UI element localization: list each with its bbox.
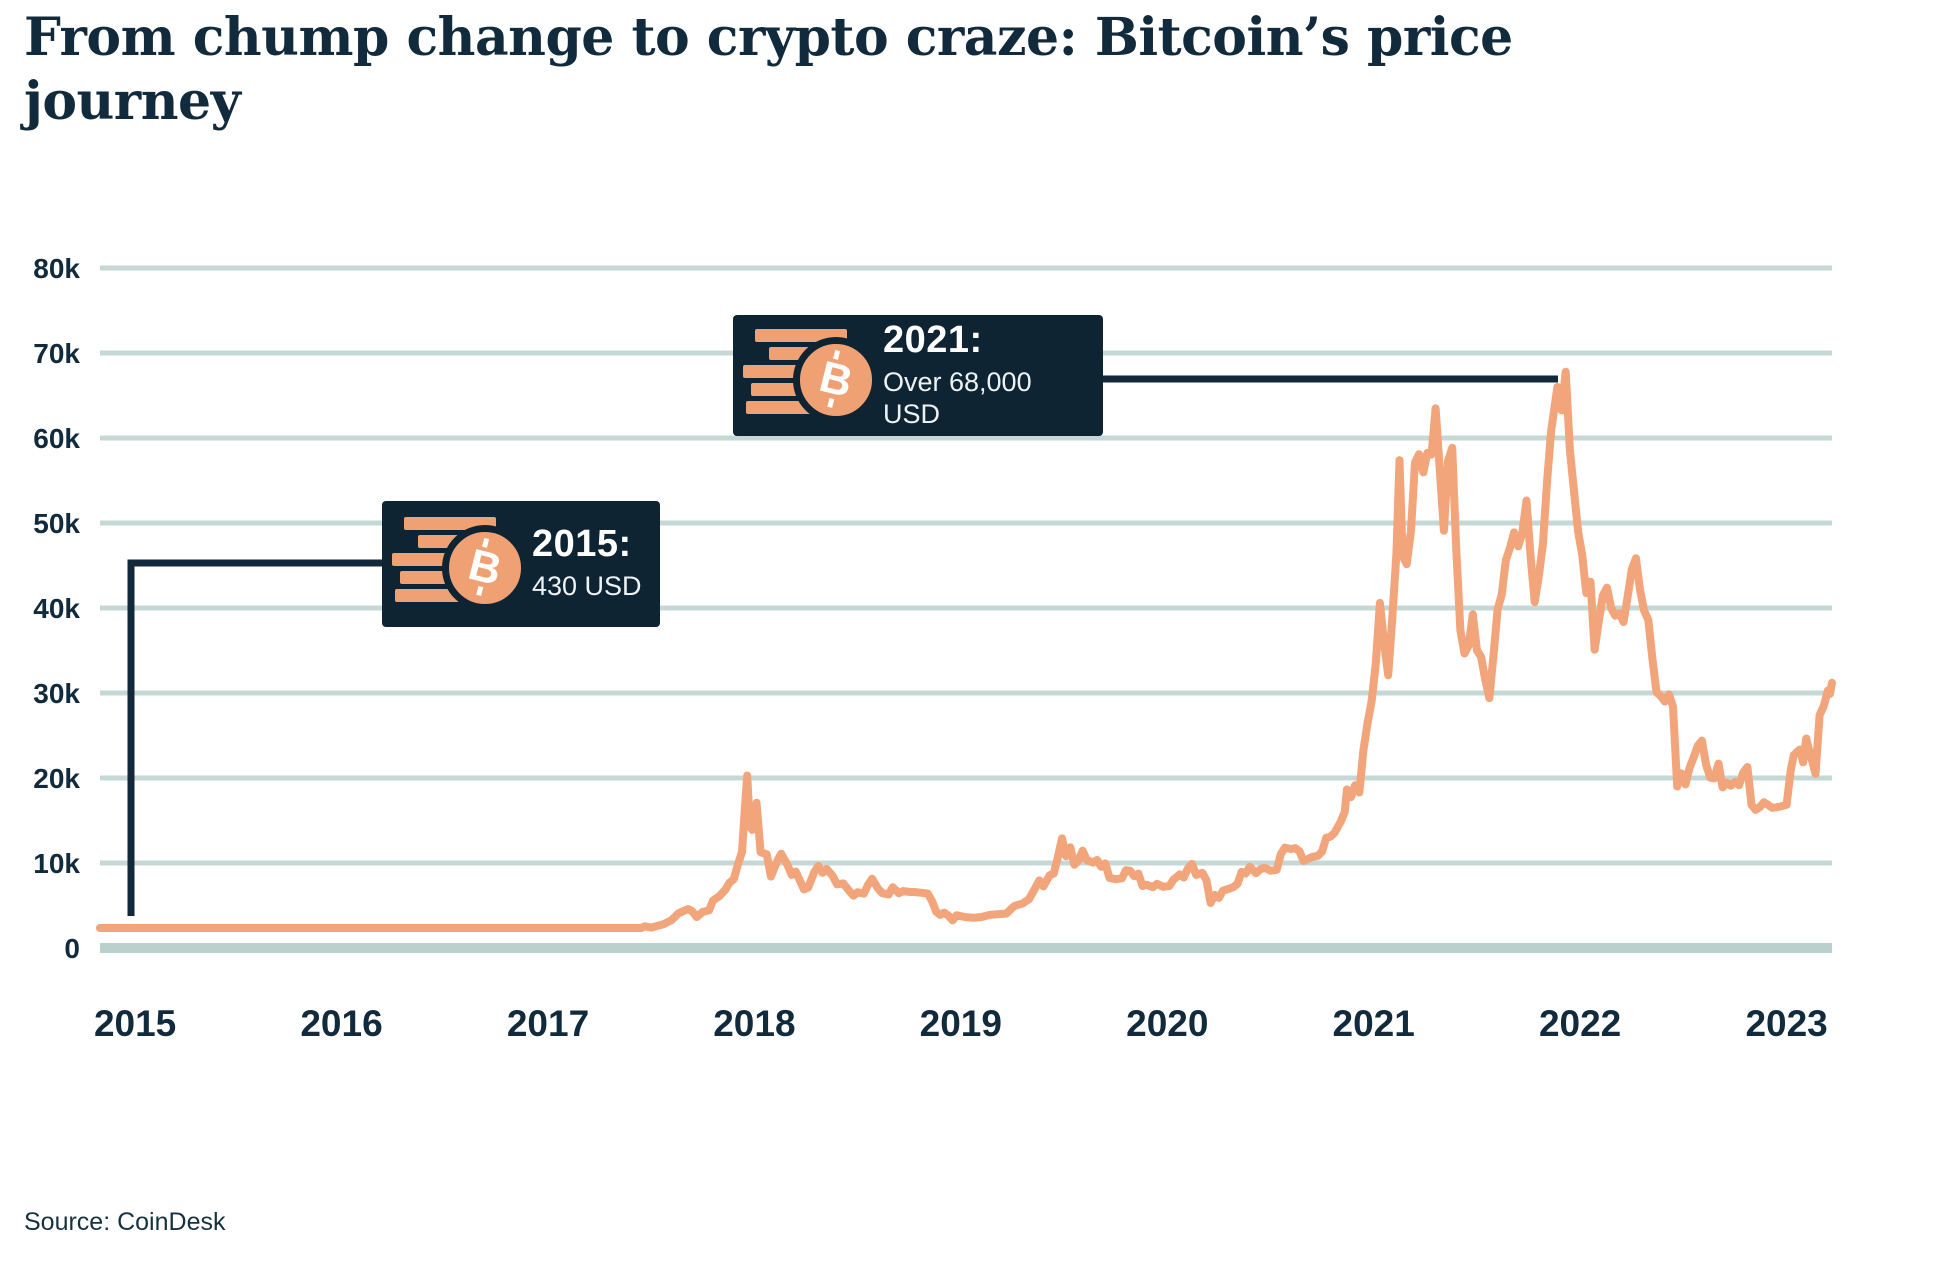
x-tick-label-2020: 2020 bbox=[1126, 1003, 1208, 1044]
x-tick-label-2015: 2015 bbox=[94, 1003, 176, 1044]
gridline-30k bbox=[100, 690, 1832, 696]
y-tick-label-0: 0 bbox=[64, 933, 80, 964]
page-title-line2: journey bbox=[24, 70, 241, 132]
gridline-40k bbox=[100, 605, 1832, 611]
bitcoin-coin-stack-icon: B bbox=[743, 328, 879, 423]
x-axis-labels: 2015 2016 2017 2018 2019 2020 2021 2022 2023 bbox=[94, 1003, 1828, 1044]
annotation-connectors bbox=[127, 375, 1558, 916]
annotation-value-label: 430 USD bbox=[532, 571, 642, 602]
bitcoin-coin-icon: B bbox=[793, 336, 879, 423]
x-tick-label-2023: 2023 bbox=[1745, 1003, 1827, 1044]
gridline-80k bbox=[100, 265, 1832, 271]
y-tick-label-60k: 60k bbox=[33, 423, 80, 454]
x-tick-label-2019: 2019 bbox=[920, 1003, 1002, 1044]
annotation-value-label: Over 68,000 USD bbox=[883, 366, 1032, 429]
x-tick-label-2016: 2016 bbox=[300, 1003, 382, 1044]
y-tick-label-30k: 30k bbox=[33, 678, 80, 709]
connector-2015-line bbox=[127, 559, 382, 916]
y-tick-label-20k: 20k bbox=[33, 763, 80, 794]
y-axis-labels: 80k 70k 60k 50k 40k 30k 20k 10k 0 bbox=[33, 253, 80, 964]
y-tick-label-50k: 50k bbox=[33, 508, 80, 539]
y-tick-label-70k: 70k bbox=[33, 338, 80, 369]
x-tick-label-2021: 2021 bbox=[1333, 1003, 1415, 1044]
gridline-20k bbox=[100, 775, 1832, 781]
x-tick-label-2018: 2018 bbox=[713, 1003, 795, 1044]
bitcoin-symbol: B bbox=[463, 539, 507, 596]
annotation-2021-text: 2021: Over 68,000 USD bbox=[883, 318, 1091, 431]
gridline-50k bbox=[100, 520, 1832, 526]
x-tick-label-2017: 2017 bbox=[507, 1003, 589, 1044]
y-tick-label-40k: 40k bbox=[33, 593, 80, 624]
source-note: Source: CoinDesk bbox=[24, 1208, 226, 1236]
y-tick-label-80k: 80k bbox=[33, 253, 80, 284]
bitcoin-coin-icon: B bbox=[442, 525, 528, 611]
annotation-2015-text: 2015: 430 USD bbox=[532, 523, 642, 602]
annotation-2015: B 2015: 430 USD bbox=[382, 501, 660, 627]
bitcoin-price-line bbox=[96, 367, 1836, 932]
annotation-2021: B 2021: Over 68,000 USD bbox=[733, 315, 1103, 436]
gridline-60k bbox=[100, 435, 1832, 441]
annotation-year-label: 2015: bbox=[532, 523, 632, 566]
y-tick-label-10k: 10k bbox=[33, 848, 80, 879]
page-title: From chump change to crypto craze: Bitco… bbox=[24, 6, 1513, 134]
gridline-10k bbox=[100, 860, 1832, 866]
bitcoin-coin-stack-icon: B bbox=[392, 517, 528, 611]
baseline-axis bbox=[100, 943, 1832, 953]
bitcoin-symbol: B bbox=[814, 351, 858, 407]
x-tick-label-2022: 2022 bbox=[1539, 1003, 1621, 1044]
annotation-year-label: 2021: bbox=[883, 318, 983, 361]
page-title-line1: From chump change to crypto craze: Bitco… bbox=[24, 7, 1513, 68]
